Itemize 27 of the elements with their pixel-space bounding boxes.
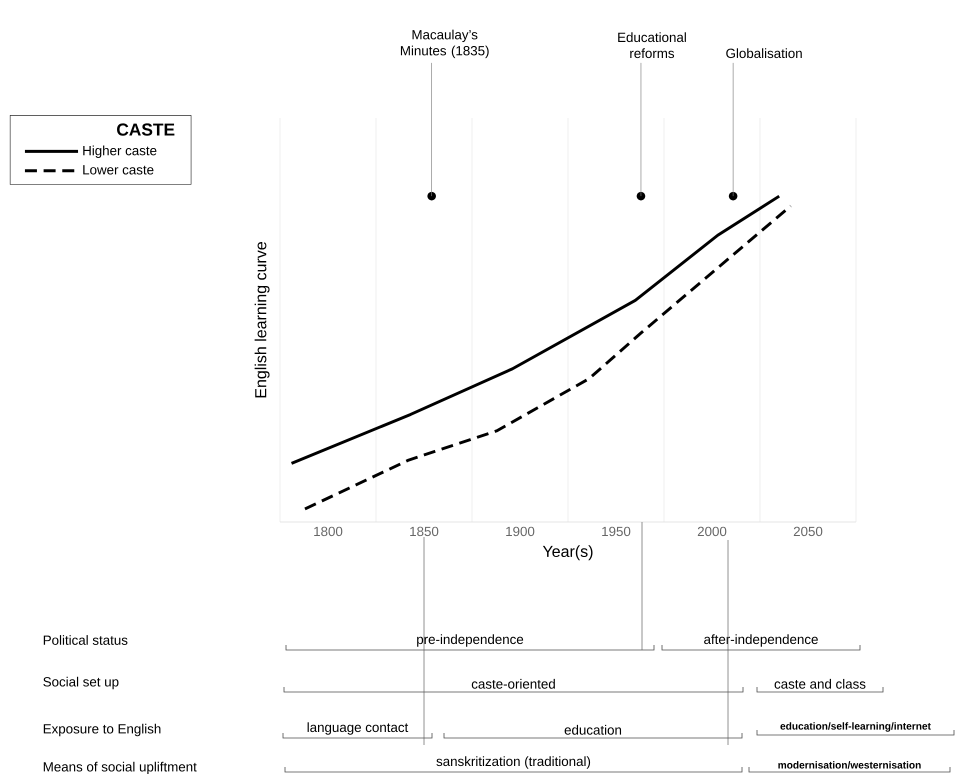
x-tick-label: 1800: [314, 526, 342, 536]
legend-label: Higher caste: [83, 146, 156, 158]
annotation: Globalisation: [726, 48, 802, 58]
text: Political status: [44, 635, 128, 645]
x-tick-label: 2000: [698, 526, 726, 536]
legend-label: Lower caste: [83, 165, 154, 174]
text: modernisation/westernisation: [778, 761, 921, 769]
text: education: [564, 724, 622, 735]
text: language contact: [308, 722, 408, 735]
text: caste-oriented: [472, 678, 555, 689]
annotation: Macaulay’s Minutes (1835): [400, 30, 489, 58]
text: caste and class: [774, 678, 866, 689]
text: pre-independence: [417, 634, 524, 647]
y-axis-title: English learning curve: [254, 242, 270, 398]
legend-title: CASTE: [117, 123, 174, 136]
x-tick-label: 1950: [602, 526, 630, 536]
annotation: Educational reforms: [618, 32, 686, 58]
text: sanskritization (traditional): [436, 756, 590, 769]
text: education/self-learning/internet: [780, 722, 931, 732]
text: Exposure to English: [44, 724, 160, 736]
x-tick-label: 1900: [506, 526, 534, 536]
text: after-independence: [704, 634, 818, 647]
x-tick-label: 2050: [794, 526, 822, 536]
text: Social set up: [43, 676, 118, 690]
text: Means of social upliftment: [44, 762, 197, 774]
x-axis-title: Year(s): [542, 545, 592, 560]
x-tick-label: 1850: [410, 526, 438, 536]
